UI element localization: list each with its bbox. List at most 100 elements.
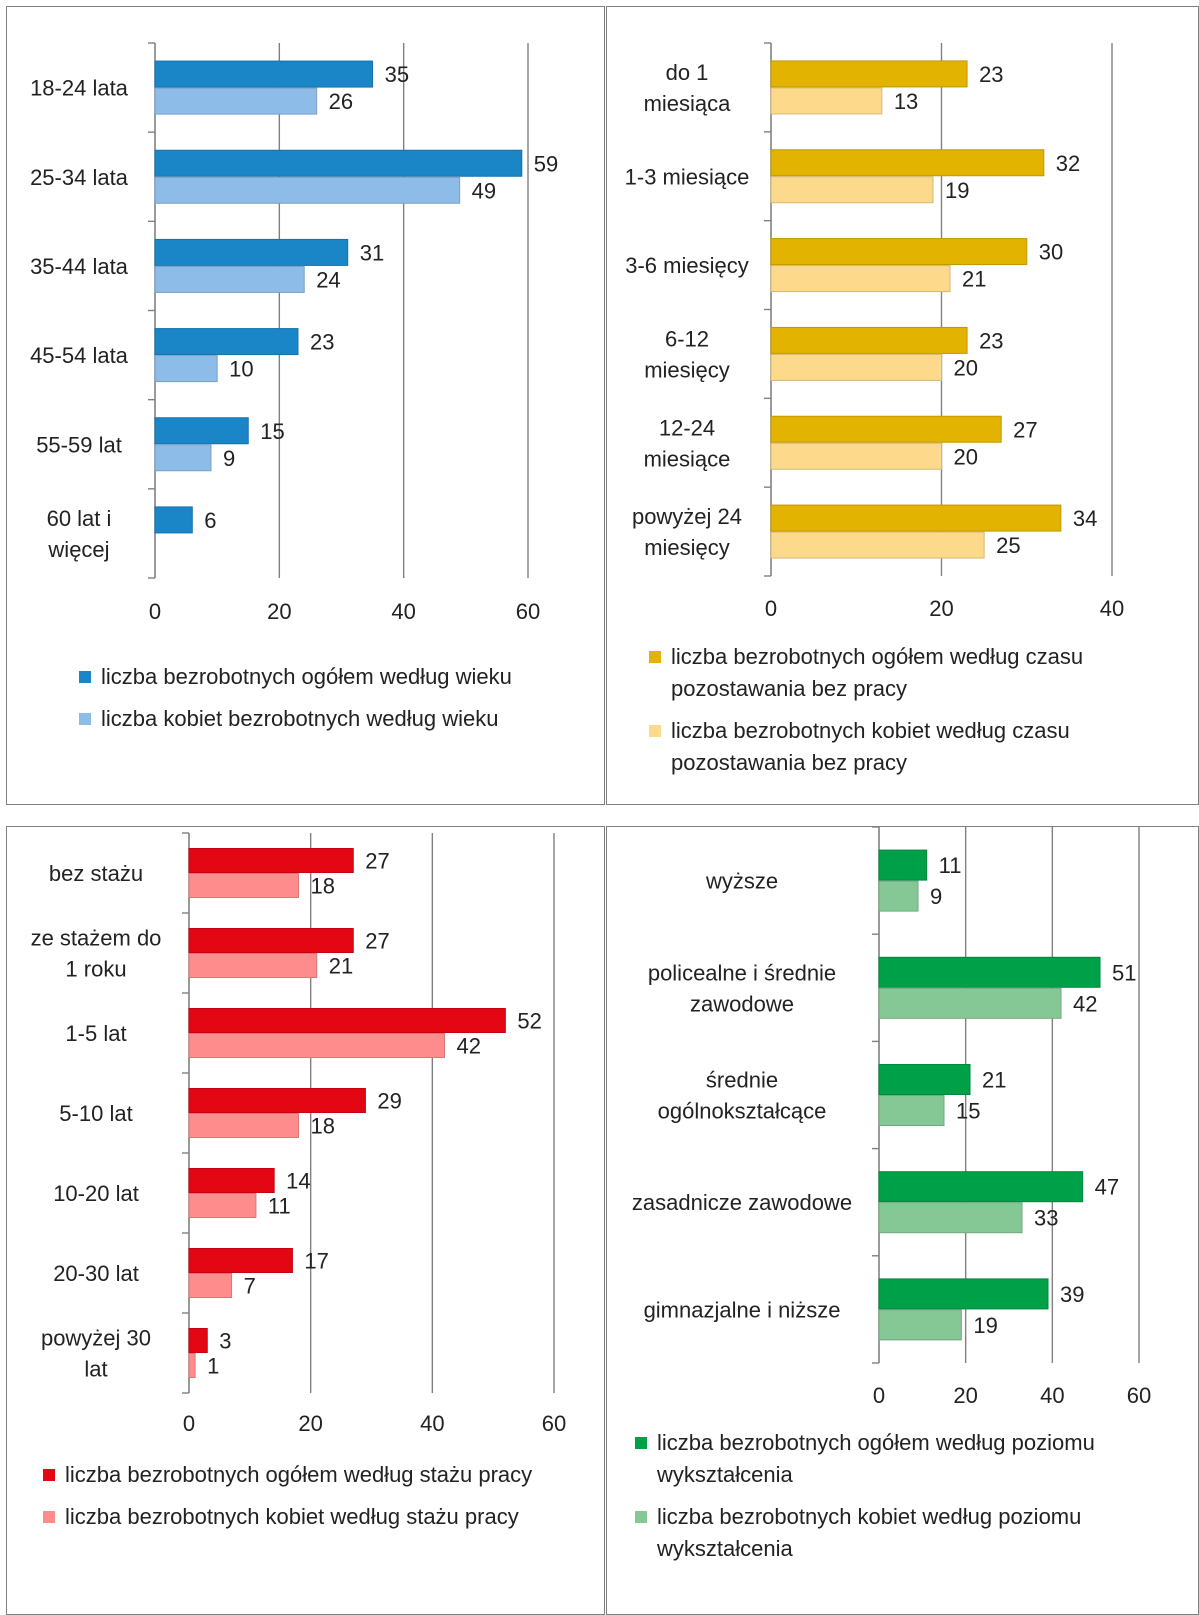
legend-item: liczba bezrobotnych ogółem według poziom… <box>635 1427 1175 1491</box>
data-label: 24 <box>316 267 340 292</box>
bar-women <box>770 353 942 381</box>
bar-women <box>770 442 942 470</box>
legend-swatch <box>79 713 91 725</box>
chart-panel-unemployment-duration: 0 20 40 do 1 miesiąca 23 13 1-3 miesiące 32 19 3-6… <box>606 6 1199 805</box>
bar-women <box>154 87 318 115</box>
x-tick-label: 0 <box>765 596 777 621</box>
bar-women <box>770 87 883 115</box>
category-label: 45-54 lata <box>30 343 129 368</box>
legend-label: liczba bezrobotnych kobiet według stażu … <box>65 1504 519 1529</box>
legend-swatch <box>649 651 661 663</box>
category-label: 10-20 lat <box>53 1181 139 1206</box>
data-label: 6 <box>204 508 216 533</box>
x-tick-label: 20 <box>953 1383 977 1408</box>
x-tick-label: 60 <box>516 599 540 624</box>
category-label: miesiące <box>644 446 731 471</box>
bar-total <box>878 1171 1084 1203</box>
bar-women <box>154 355 218 383</box>
bar-women <box>188 1193 257 1218</box>
bar-total <box>188 1088 366 1113</box>
bar-total <box>878 1278 1049 1310</box>
category-label: 25-34 lata <box>30 165 129 190</box>
data-label: 29 <box>377 1089 401 1114</box>
bar-women <box>188 1033 445 1058</box>
data-label: 47 <box>1095 1175 1119 1200</box>
legend-item: liczba bezrobotnych kobiet według stażu … <box>43 1501 593 1533</box>
legend-label: liczba bezrobotnych ogółem według czasu … <box>671 644 1084 701</box>
data-label: 52 <box>517 1009 541 1034</box>
data-label: 30 <box>1039 240 1063 265</box>
data-label: 25 <box>996 533 1020 558</box>
category-label: powyżej 24 <box>632 504 742 529</box>
legend-label: liczba bezrobotnych ogółem według stażu … <box>65 1462 533 1487</box>
category-label: więcej <box>47 537 109 562</box>
data-label: 14 <box>286 1169 310 1194</box>
data-label: 21 <box>329 954 353 979</box>
data-label: 19 <box>945 178 969 203</box>
data-label: 20 <box>954 444 978 469</box>
data-label: 27 <box>365 849 389 874</box>
bar-women <box>878 880 919 912</box>
x-tick-label: 40 <box>420 1411 444 1436</box>
category-label: zasadnicze zawodowe <box>632 1190 852 1215</box>
x-tick-label: 0 <box>873 1383 885 1408</box>
data-label: 17 <box>304 1249 328 1274</box>
x-tick-label: 40 <box>1100 596 1124 621</box>
legend-item: liczba kobiet bezrobotnych według wieku <box>79 703 589 735</box>
category-label: miesięcy <box>644 357 730 382</box>
bar-total <box>154 149 523 177</box>
x-tick-label: 20 <box>298 1411 322 1436</box>
data-label: 34 <box>1073 506 1097 531</box>
data-label: 11 <box>939 853 962 878</box>
data-label: 32 <box>1056 151 1080 176</box>
legend-swatch <box>79 671 91 683</box>
legend-label: liczba bezrobotnych kobiet według czasu … <box>671 718 1070 775</box>
bar-women <box>878 1202 1023 1234</box>
legend-label: liczba bezrobotnych ogółem według wieku <box>101 664 512 689</box>
bar-chart-education: 0 20 40 60 wyższe 11 9 policealne i średnie zawo… <box>632 826 1151 1408</box>
bar-total <box>154 238 349 266</box>
category-label: 18-24 lata <box>30 76 129 101</box>
bar-women <box>770 531 985 559</box>
data-label: 9 <box>223 446 235 471</box>
bar-chart-work-experience: 0 20 40 60 bez stażu 27 18 ze stażem do 1 roku 27… <box>31 832 566 1436</box>
data-label: 27 <box>365 929 389 954</box>
category-label: ogólnokształcące <box>658 1099 827 1124</box>
legend-item: liczba bezrobotnych ogółem według czasu … <box>649 641 1169 705</box>
data-label: 59 <box>534 151 558 176</box>
category-label: 1 roku <box>65 957 126 982</box>
x-tick-label: 60 <box>542 1411 566 1436</box>
category-label: 6-12 <box>665 326 709 351</box>
x-tick-label: 40 <box>1040 1383 1064 1408</box>
category-label: do 1 <box>666 60 709 85</box>
bar-women <box>770 176 934 204</box>
data-label: 26 <box>329 89 353 114</box>
bar-total <box>188 1008 506 1033</box>
legend-item: liczba bezrobotnych kobiet według poziom… <box>635 1501 1175 1565</box>
legend: liczba bezrobotnych ogółem według wieku … <box>79 661 589 745</box>
category-label: powyżej 30 <box>41 1326 151 1351</box>
category-label: 12-24 <box>659 415 715 440</box>
x-tick-label: 40 <box>391 599 415 624</box>
bar-total <box>770 504 1062 532</box>
data-label: 27 <box>1013 417 1037 442</box>
bar-women <box>188 953 318 978</box>
bar-women <box>154 176 461 204</box>
data-label: 1 <box>207 1354 219 1379</box>
data-label: 7 <box>244 1274 256 1299</box>
legend: liczba bezrobotnych ogółem według poziom… <box>635 1427 1175 1575</box>
data-label: 33 <box>1034 1206 1058 1231</box>
category-label: gimnazjalne i niższe <box>644 1297 841 1322</box>
bar-women <box>878 1309 962 1341</box>
bar-total <box>878 956 1101 988</box>
data-label: 19 <box>973 1313 997 1338</box>
bar-women <box>188 1273 233 1298</box>
data-label: 51 <box>1112 960 1136 985</box>
legend-swatch <box>635 1511 647 1523</box>
bar-total <box>154 60 374 88</box>
bar-total <box>188 1168 275 1193</box>
category-label: miesięcy <box>644 535 730 560</box>
bar-total <box>188 928 354 953</box>
legend-item: liczba bezrobotnych ogółem według stażu … <box>43 1459 593 1491</box>
bar-total <box>154 328 299 356</box>
